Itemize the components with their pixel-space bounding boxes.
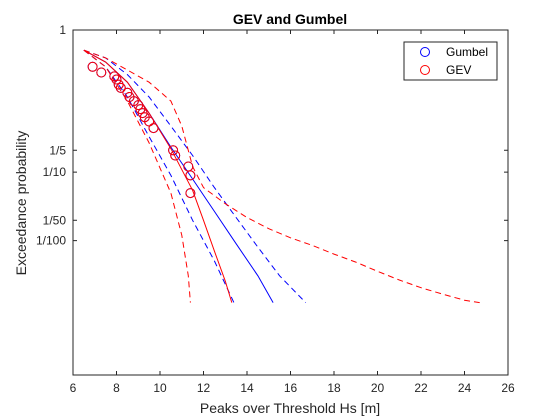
y-axis-label: Exceedance probability <box>13 131 29 276</box>
gev-data-point <box>185 188 196 199</box>
x-tick-label: 6 <box>70 381 77 395</box>
gev-data-point <box>148 123 159 134</box>
x-tick-label: 24 <box>458 381 472 395</box>
gev-data-point <box>96 67 107 78</box>
y-tick-label: 1/100 <box>36 234 66 248</box>
y-tick-label: 1 <box>59 23 66 37</box>
gev-data-point <box>115 82 126 93</box>
gev-data-point <box>168 145 179 156</box>
legend-label-gumbel: Gumbel <box>446 45 488 59</box>
x-tick-label: 8 <box>113 381 120 395</box>
y-axis-ticks: 1 1/5 1/10 1/50 1/100 <box>36 23 508 248</box>
gev-data-point <box>113 79 124 90</box>
plot-area: 6 8 10 12 14 16 18 20 22 24 26 1 1/5 1/10 1/50 1/100 <box>36 23 515 395</box>
x-tick-label: 18 <box>327 381 341 395</box>
x-tick-label: 20 <box>371 381 385 395</box>
gev-data-point <box>185 170 196 181</box>
x-axis-label: Peaks over Threshold Hs [m] <box>200 400 380 416</box>
legend-label-gev: GEV <box>446 63 471 77</box>
y-tick-label: 1/5 <box>49 143 66 157</box>
series-line-gumbel-upper-bound <box>83 49 307 303</box>
gev-data-point <box>111 74 122 85</box>
legend: Gumbel GEV <box>403 41 498 81</box>
series-line-gev-lower-bound <box>83 49 191 303</box>
axes-background <box>73 30 508 375</box>
gev-data-point <box>170 150 181 161</box>
legend-marker-gev <box>420 65 430 75</box>
legend-box <box>403 41 498 81</box>
y-tick-label: 1/50 <box>43 213 67 227</box>
x-axis-ticks: 6 8 10 12 14 16 18 20 22 24 26 <box>70 30 515 395</box>
chart-title: GEV and Gumbel <box>233 11 347 27</box>
x-tick-label: 10 <box>153 381 167 395</box>
gev-data-point <box>109 71 120 82</box>
x-tick-label: 26 <box>501 381 515 395</box>
gev-data-point <box>87 61 98 72</box>
series-line-gev-upper-bound <box>83 49 480 304</box>
x-tick-label: 16 <box>284 381 298 395</box>
legend-marker-gumbel <box>420 47 430 57</box>
x-tick-label: 14 <box>240 381 254 395</box>
series-layer <box>83 49 480 304</box>
y-tick-label: 1/10 <box>43 165 67 179</box>
x-tick-label: 22 <box>414 381 428 395</box>
x-tick-label: 12 <box>197 381 211 395</box>
